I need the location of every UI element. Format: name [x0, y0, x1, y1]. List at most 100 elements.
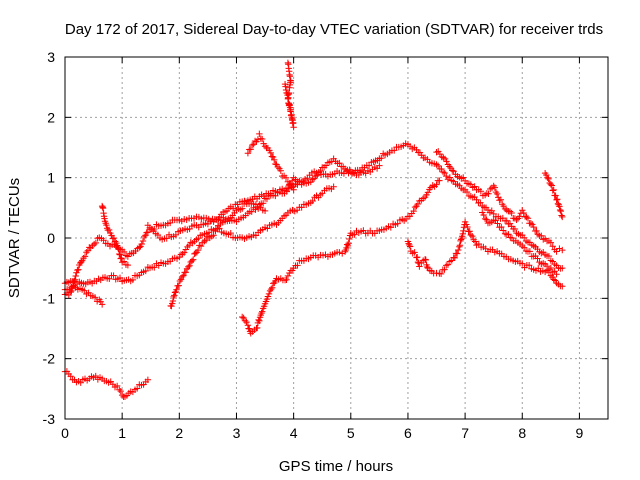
data-point-marker — [533, 227, 540, 235]
x-tick-label: 5 — [347, 425, 355, 441]
series-track-d — [167, 183, 337, 310]
data-point-marker — [457, 237, 464, 245]
data-point-marker — [405, 240, 412, 247]
data-point-marker — [459, 230, 467, 238]
data-point-marker — [116, 251, 124, 259]
data-point-marker — [317, 167, 324, 175]
data-point-marker — [394, 220, 401, 227]
data-point-marker — [142, 232, 149, 239]
data-point-marker — [309, 197, 316, 205]
data-point-marker — [285, 100, 293, 108]
data-point-marker — [284, 94, 292, 101]
data-point-marker — [240, 314, 247, 322]
data-point-marker — [105, 226, 113, 234]
data-point-marker — [346, 235, 353, 243]
data-point-marker — [330, 183, 337, 190]
data-point-marker — [118, 254, 125, 262]
data-point-marker — [267, 285, 275, 293]
data-point-marker — [480, 211, 487, 219]
data-point-marker — [455, 246, 462, 254]
data-point-marker — [519, 207, 526, 214]
data-point-marker — [456, 242, 464, 249]
data-point-marker — [169, 297, 177, 305]
chart-title: Day 172 of 2017, Sidereal Day-to-day VTE… — [65, 21, 603, 38]
data-point-marker — [485, 190, 492, 197]
data-point-marker — [451, 254, 459, 262]
data-point-marker — [189, 256, 197, 263]
data-point-marker — [406, 241, 413, 249]
data-point-marker — [113, 382, 121, 390]
data-point-marker — [558, 212, 565, 219]
data-point-marker — [559, 246, 566, 254]
data-point-marker — [424, 189, 432, 196]
data-point-marker — [287, 112, 295, 119]
data-point-marker — [547, 264, 555, 272]
data-point-marker — [265, 290, 273, 298]
data-point-marker — [129, 276, 137, 284]
data-point-marker — [477, 199, 484, 206]
data-point-marker — [453, 250, 461, 257]
data-point-marker — [356, 167, 364, 175]
series-track-l — [61, 368, 152, 401]
data-point-marker — [92, 239, 100, 247]
data-point-marker — [202, 236, 210, 244]
data-point-marker — [258, 309, 265, 317]
data-point-marker — [116, 250, 123, 258]
x-tick-label: 0 — [61, 425, 69, 441]
series-track-b — [61, 155, 383, 299]
data-point-marker — [508, 209, 515, 217]
series-track-f — [404, 218, 566, 290]
data-point-marker — [256, 317, 263, 325]
data-point-marker — [513, 216, 520, 223]
series-track-e — [238, 177, 443, 337]
data-point-marker — [496, 197, 503, 204]
data-point-marker — [255, 316, 262, 324]
data-point-marker — [523, 213, 530, 221]
data-point-marker — [248, 208, 255, 215]
data-point-marker — [378, 154, 385, 162]
data-point-marker — [439, 168, 447, 176]
data-point-marker — [73, 269, 80, 276]
data-point-marker — [286, 104, 294, 111]
series-track-g — [433, 148, 566, 255]
data-point-marker — [139, 237, 147, 245]
data-point-marker — [469, 232, 476, 240]
data-point-marker — [267, 149, 274, 157]
data-point-marker — [520, 244, 528, 251]
data-point-marker — [444, 261, 452, 268]
data-point-marker — [437, 270, 445, 278]
data-point-marker — [467, 231, 475, 239]
data-point-marker — [289, 117, 296, 124]
data-point-marker — [227, 229, 234, 237]
data-point-marker — [282, 86, 290, 94]
data-point-marker — [182, 246, 190, 253]
data-point-marker — [289, 177, 296, 185]
data-point-marker — [501, 205, 509, 213]
data-point-marker — [530, 223, 537, 231]
data-point-marker — [264, 293, 272, 300]
data-point-marker — [471, 183, 478, 190]
data-point-marker — [422, 256, 430, 264]
data-point-marker — [253, 324, 261, 332]
data-point-marker — [91, 294, 99, 301]
data-point-marker — [229, 205, 237, 212]
data-point-marker — [441, 169, 448, 177]
y-tick-label: -3 — [43, 411, 56, 427]
data-point-marker — [67, 373, 74, 380]
data-point-marker — [339, 250, 346, 257]
data-point-marker — [438, 165, 445, 173]
data-point-marker — [309, 176, 316, 183]
data-point-marker — [391, 147, 398, 154]
data-point-marker — [141, 233, 148, 241]
data-point-marker — [554, 196, 561, 203]
data-point-marker — [138, 240, 145, 248]
data-point-marker — [543, 171, 550, 179]
data-point-marker — [414, 253, 421, 261]
data-point-marker — [450, 168, 457, 175]
data-point-marker — [524, 215, 532, 222]
data-point-marker — [556, 206, 564, 214]
data-point-marker — [171, 289, 179, 296]
data-point-marker — [142, 267, 149, 275]
data-point-marker — [194, 246, 202, 254]
data-point-marker — [433, 181, 440, 188]
